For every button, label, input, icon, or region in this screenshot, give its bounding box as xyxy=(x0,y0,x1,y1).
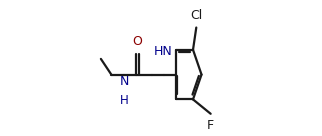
Text: F: F xyxy=(207,119,214,132)
Text: O: O xyxy=(133,35,142,48)
Text: H: H xyxy=(120,94,129,107)
Text: HN: HN xyxy=(154,45,173,58)
Text: Cl: Cl xyxy=(190,9,203,22)
Text: N: N xyxy=(120,75,129,88)
